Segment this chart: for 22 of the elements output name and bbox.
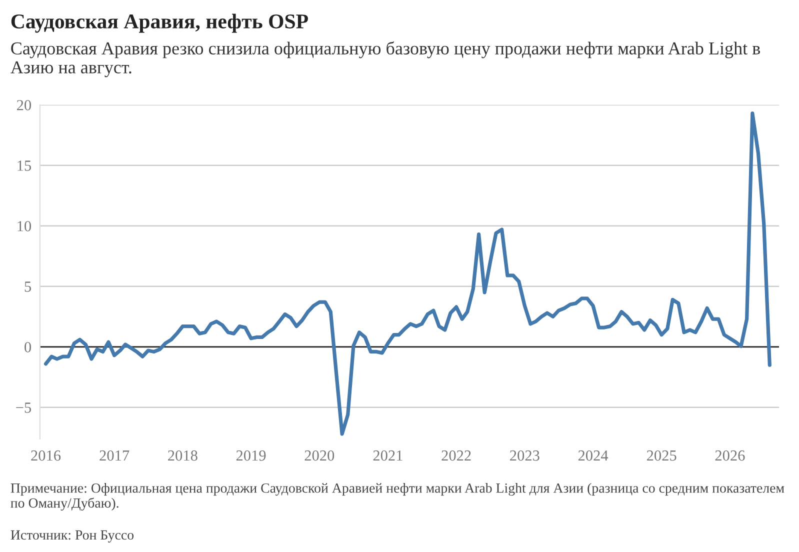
x-tick-label: 2023 [510, 450, 540, 461]
line-series [44, 112, 772, 436]
x-tick-label: 2016 [31, 450, 61, 461]
y-tick-label: 0 [24, 342, 32, 352]
y-tick-label: 10 [18, 221, 32, 232]
text: Примечание: Официальная цена продажи Саудовской Аравией нефти марки Arab Light для Азии (разница со средним показателем по Оману/Дубаю). [10, 483, 784, 511]
x-tick-label: 2021 [373, 450, 402, 461]
chart-title: Саудовская Аравия, нефть OSP [11, 14, 308, 33]
x-tick-label: 2024 [578, 450, 608, 461]
y-tick-label: 5 [24, 282, 32, 292]
chart-subtitle: Саудовская Аравия резко снизила официальную базовую цену продажи нефти марки Arab Light в Азию на август. [10, 41, 760, 78]
x-tick-label: 2020 [304, 450, 334, 461]
x-tick-label: 2026 [715, 450, 745, 461]
y-tick-label: 20 [17, 100, 32, 110]
x-tick-label: 2025 [646, 450, 676, 461]
x-tick-label: 2022 [442, 450, 471, 461]
x-tick-label: 2018 [168, 450, 198, 461]
y-tick-label: −5 [16, 402, 32, 413]
y-tick-label: 15 [18, 160, 32, 171]
text: Источник: Рон Буссо [10, 530, 134, 543]
x-tick-label: 2017 [100, 450, 130, 461]
x-tick-label: 2019 [236, 450, 266, 461]
